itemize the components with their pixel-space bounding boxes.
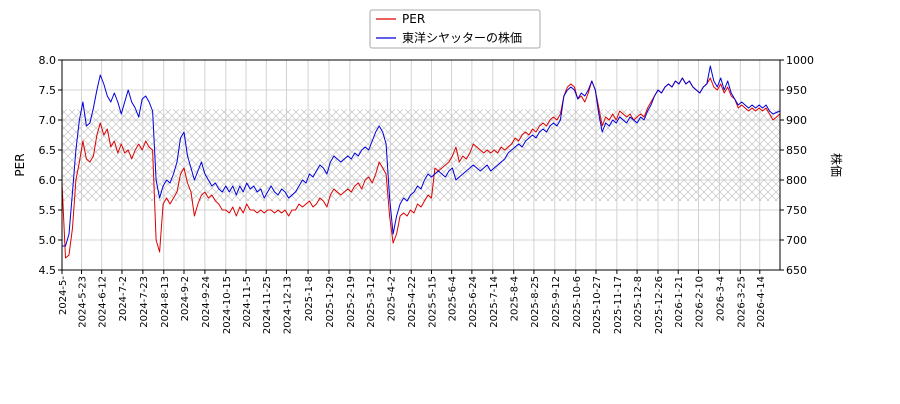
x-tick-label: 2024-7-23 (139, 276, 150, 328)
x-tick-label: 2026-2-10 (694, 276, 705, 328)
left-tick-label: 5.0 (39, 234, 57, 247)
legend: PER 東洋シヤッターの株価 (369, 9, 541, 49)
legend-label-per: PER (402, 12, 425, 26)
x-tick-label: 2024-7-2 (118, 276, 129, 321)
x-tick-label: 2025-8-25 (530, 276, 541, 328)
legend-box (369, 9, 541, 49)
x-tick-label: 2026-1-21 (674, 276, 685, 328)
x-tick-label: 2025-5-15 (427, 276, 438, 328)
x-tick-label: 2025-3-12 (366, 276, 377, 328)
x-tick-label: 2025-9-12 (551, 276, 562, 328)
x-tick-label: 2025-6-24 (468, 276, 479, 328)
left-tick-label: 5.5 (39, 204, 57, 217)
right-tick-label: 950 (786, 84, 807, 97)
x-axis-ticks: 2024-5- 2024-5-23 2024-6-12 2024-7-2 2024-7-… (58, 270, 767, 334)
x-tick-label: 2025-4-22 (407, 276, 418, 328)
x-tick-label: 2025-10-6 (572, 276, 583, 328)
right-tick-label: 750 (786, 204, 807, 217)
x-tick-label: 2025-1-8 (304, 276, 315, 321)
right-tick-label: 850 (786, 144, 807, 157)
x-tick-label: 2026-3-4 (715, 276, 726, 321)
shaded-band (62, 109, 780, 201)
right-tick-label: 900 (786, 114, 807, 127)
x-tick-label: 2024-11-25 (262, 276, 273, 334)
x-tick-label: 2024-9-2 (180, 276, 191, 321)
legend-label-stock-price: 東洋シヤッターの株価 (402, 30, 522, 45)
x-tick-label: 2025-7-14 (489, 276, 500, 328)
x-tick-label: 2025-10-27 (592, 276, 603, 334)
series-line-stock-price (62, 65, 781, 247)
x-tick-label: 2025-8-4 (510, 276, 521, 321)
right-tick-label: 650 (786, 264, 807, 277)
right-tick-label: 700 (786, 234, 807, 247)
x-tick-label: 2025-4-2 (386, 276, 397, 321)
right-axis-label: 株価 (829, 153, 844, 177)
x-tick-label: 2024-9-24 (201, 276, 212, 328)
x-tick-label: 2026-4-14 (756, 276, 767, 328)
left-axis-ticks: 4.5 5.0 5.5 6.0 6.5 7.0 7.5 8.0 (39, 54, 62, 277)
x-tick-label: 2024-5-23 (78, 276, 89, 328)
x-tick-label: 2025-1-29 (325, 276, 336, 328)
right-tick-label: 1000 (786, 54, 814, 67)
x-tick-label: 2024-11-5 (242, 276, 253, 328)
left-tick-label: 7.0 (39, 114, 57, 127)
left-tick-label: 7.5 (39, 84, 57, 97)
x-tick-label: 2026-3-25 (736, 276, 747, 328)
left-tick-label: 4.5 (39, 264, 57, 277)
x-tick-label: 2024-5- (58, 276, 69, 315)
x-tick-label: 2024-12-13 (282, 276, 293, 334)
left-axis-label: PER (13, 153, 27, 176)
band-layer (62, 109, 780, 201)
right-axis-ticks: 650 700 750 800 850 900 950 1000 (780, 54, 814, 277)
x-tick-label: 2024-8-13 (160, 276, 171, 328)
left-tick-label: 6.5 (39, 144, 57, 157)
left-tick-label: 6.0 (39, 174, 57, 187)
x-tick-label: 2024-6-12 (98, 276, 109, 328)
left-tick-label: 8.0 (39, 54, 57, 67)
right-tick-label: 800 (786, 174, 807, 187)
series-layer (61, 65, 781, 259)
x-tick-label: 2025-12-8 (633, 276, 644, 328)
x-tick-label: 2025-11-17 (613, 276, 624, 334)
x-tick-label: 2025-6-4 (448, 276, 459, 321)
x-tick-label: 2025-12-26 (654, 276, 665, 334)
x-tick-label: 2025-2-19 (346, 276, 357, 328)
plot-frame (61, 59, 781, 271)
grid-layer (61, 59, 780, 271)
x-tick-label: 2024-10-15 (222, 276, 233, 334)
